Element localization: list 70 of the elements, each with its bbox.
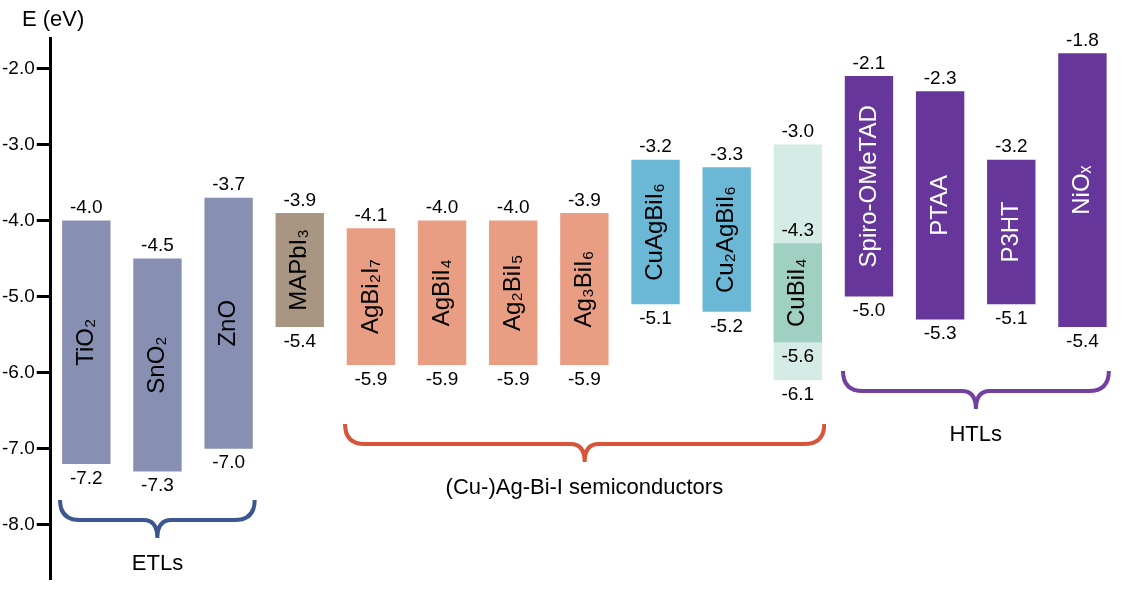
x-tick-label: CuAgBiI₆ [640,183,668,281]
bar [560,212,609,366]
x-tick-label: MAPbI₃ [284,229,312,311]
y-tick-label: -2.0 [1,56,35,78]
bar [62,220,111,464]
x-tick-label: P3HT [995,200,1023,263]
annotation: -5.6 [781,344,815,366]
annotation: -1.8 [1066,28,1099,50]
bar [987,159,1036,305]
annotation: -5.9 [567,367,601,389]
annotation: -3.9 [567,188,601,210]
annotation: -3.9 [283,188,317,210]
annotation: -3.2 [994,135,1028,157]
annotation: -5.1 [994,306,1028,328]
y-tick-label: -5.0 [1,284,35,306]
annotation: -2.1 [852,51,886,73]
bar [631,159,680,305]
x-tick-label: TiO₂ [70,318,98,366]
annotation: -3.3 [710,143,744,165]
x-tick-label: SnO₂ [142,336,170,394]
bar [915,91,965,320]
bar [1058,53,1107,328]
annotation: -5.9 [496,367,530,389]
annotation: -5.1 [639,306,672,328]
bar [346,228,396,366]
annotation: ETLs [131,550,184,576]
y-tick-label: -3.0 [1,132,35,154]
x-tick-label: ZnO [213,299,241,347]
annotation: HTLs [949,420,1002,446]
bar [133,258,182,472]
annotation: -3.2 [639,135,672,157]
y-tick-label: -6.0 [1,360,35,382]
x-tick-label: AgBiI₄ [426,259,454,327]
bar [489,220,538,366]
x-tick-label: Cu₂AgBiI₆ [711,186,739,294]
annotation: -4.5 [141,234,174,256]
annotation: -4.0 [496,196,530,218]
y-tick-label: -8.0 [1,512,35,534]
annotation: -5.0 [852,299,886,321]
annotation: -5.4 [1066,329,1100,351]
annotation: -4.0 [425,196,459,218]
y-axis-title: E (eV) [22,6,85,32]
x-tick-label: Ag₂BiI₅ [497,254,525,331]
x-tick-label: CuBiI₄ [782,258,810,328]
bar [204,197,253,449]
x-tick-label: AgBi₂I₇ [355,259,383,335]
annotation: -5.3 [923,322,957,344]
bar [702,167,751,312]
annotation: (Cu-)Ag-Bi-I semiconductors [445,474,724,500]
annotation: -4.3 [781,219,815,241]
annotation: -3.0 [781,120,815,142]
x-tick-label: NiOₓ [1067,165,1095,215]
annotation: -2.3 [923,66,957,88]
annotation: -5.9 [425,367,459,389]
x-tick-label: PTAA [924,174,952,236]
annotation: -6.1 [781,382,815,404]
annotation: -3.7 [212,173,245,195]
y-tick-label: -4.0 [1,208,35,230]
annotation: -7.2 [69,466,103,488]
annotation: -4.0 [69,196,103,218]
annotation: -5.2 [710,314,744,336]
bar [417,220,467,366]
x-tick-label: Ag₃BiI₆ [568,250,596,328]
annotation: -7.3 [141,474,174,496]
annotation: -5.9 [354,367,388,389]
annotation: -7.0 [212,451,245,473]
x-tick-label: Spiro-OMeTAD [853,105,881,268]
y-tick-label: -7.0 [1,436,35,458]
annotation: -4.1 [354,203,388,225]
annotation: -5.4 [283,329,317,351]
